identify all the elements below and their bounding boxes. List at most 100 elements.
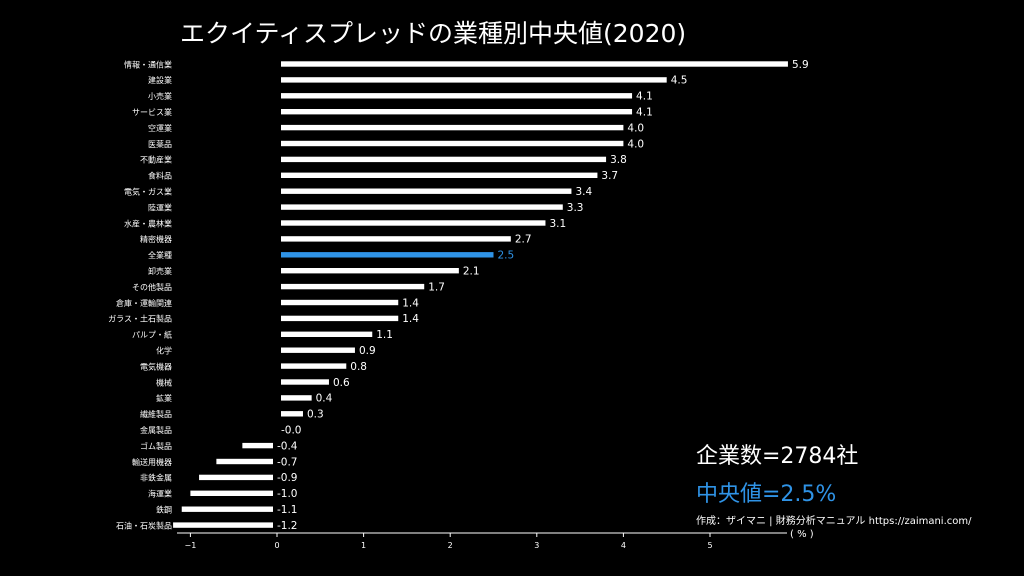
- bar: [281, 252, 494, 258]
- category-label: 機械: [156, 377, 172, 387]
- value-label: 1.7: [428, 281, 445, 293]
- category-label: 医薬品: [148, 139, 172, 149]
- value-label: 3.8: [610, 154, 627, 166]
- bar: [281, 363, 347, 369]
- bar: [281, 77, 667, 83]
- bar: [281, 268, 459, 274]
- bar: [281, 331, 373, 337]
- bar: [281, 395, 312, 401]
- value-label: 2.1: [463, 266, 480, 278]
- category-label: 電気・ガス業: [124, 187, 172, 197]
- category-label: 建設業: [148, 75, 172, 85]
- bar: [281, 315, 399, 322]
- category-label: パルプ・紙: [132, 330, 172, 340]
- bar: [281, 93, 633, 99]
- x-tick-label: −1: [185, 541, 197, 550]
- category-label: 卸売業: [148, 266, 172, 276]
- bar: [181, 506, 273, 512]
- category-label: 非鉄金属: [140, 473, 172, 483]
- bar: [190, 490, 273, 496]
- bar: [281, 220, 546, 226]
- category-label: その他製品: [132, 282, 172, 292]
- bar: [242, 442, 273, 449]
- x-tick-label: 4: [621, 541, 626, 550]
- category-label: 小売業: [148, 91, 172, 101]
- bar: [281, 299, 399, 306]
- value-label: -1.1: [277, 504, 298, 516]
- bar: [281, 156, 607, 163]
- x-tick-label: 1: [361, 541, 366, 550]
- category-label: 金属製品: [140, 425, 172, 435]
- category-label: 精密機器: [140, 234, 172, 244]
- company-count-label: 企業数=2784社: [696, 444, 859, 469]
- value-label: 0.9: [359, 345, 376, 357]
- x-tick-label: 5: [707, 541, 712, 550]
- value-label: 0.8: [350, 361, 367, 373]
- category-label: 鉄鋼: [156, 505, 172, 515]
- bar: [281, 109, 633, 115]
- category-label: 化学: [156, 346, 172, 356]
- x-tick-label: 0: [274, 541, 279, 550]
- value-label: 1.4: [402, 297, 419, 309]
- value-label: -0.4: [277, 440, 298, 452]
- value-label: 4.1: [636, 107, 653, 119]
- value-label: -0.0: [281, 425, 302, 437]
- bar: [281, 283, 425, 290]
- category-label: 海運業: [148, 489, 172, 499]
- category-label: 空運業: [148, 123, 172, 133]
- category-label: 鉱業: [156, 393, 172, 403]
- value-label: 1.1: [376, 329, 393, 341]
- value-label: 2.7: [515, 234, 532, 246]
- value-label: 3.1: [549, 218, 566, 230]
- bar: [281, 188, 572, 194]
- bar: [199, 474, 273, 481]
- category-label: 電気機器: [140, 361, 172, 371]
- category-label: 石油・石炭製品: [116, 520, 172, 530]
- category-label: 水産・農林業: [124, 218, 172, 228]
- value-label: 4.0: [627, 138, 644, 150]
- value-label: -1.0: [277, 488, 298, 500]
- value-label: 4.5: [671, 75, 688, 87]
- median-label: 中央値=2.5%: [696, 482, 837, 507]
- value-label: 0.4: [316, 393, 333, 405]
- value-label: 3.3: [567, 202, 584, 214]
- bar: [281, 236, 511, 242]
- x-tick-label: 3: [534, 541, 539, 550]
- bar: [281, 140, 624, 147]
- category-label: 倉庫・運輸関連: [116, 298, 172, 308]
- category-label: 不動産業: [140, 155, 172, 165]
- x-axis-unit-label: ( % ): [790, 529, 814, 540]
- source-credit: 作成：ザイマニ | 財務分析マニュアル https://zaimani.com/: [696, 516, 972, 527]
- value-label: 4.1: [636, 91, 653, 103]
- bar: [281, 347, 355, 353]
- value-label: 0.3: [307, 409, 324, 421]
- category-label: 輸送用機器: [132, 457, 172, 467]
- category-label: 食料品: [148, 171, 172, 181]
- bar: [281, 61, 788, 67]
- value-label: 0.6: [333, 377, 350, 389]
- category-label: 陸運業: [148, 202, 172, 212]
- value-label: -1.2: [277, 520, 298, 532]
- x-tick-label: 2: [448, 541, 453, 550]
- value-label: -0.9: [277, 472, 298, 484]
- category-label: ゴム製品: [140, 441, 172, 451]
- value-label: 1.4: [402, 313, 419, 325]
- value-label: 3.7: [601, 170, 618, 182]
- value-label: 2.5: [498, 250, 515, 262]
- category-label: 繊維製品: [140, 409, 172, 419]
- category-label: サービス業: [132, 107, 172, 117]
- value-label: 4.0: [627, 122, 644, 134]
- category-label: 全業種: [148, 250, 172, 260]
- bar: [281, 379, 329, 385]
- category-label: ガラス・土石製品: [108, 314, 172, 324]
- bar: [216, 458, 273, 465]
- chart-title: エクイティスプレッドの業種別中央値(2020): [180, 19, 687, 48]
- bar: [281, 124, 624, 131]
- bar: [173, 522, 273, 528]
- bar: [281, 411, 303, 417]
- value-label: 5.9: [792, 59, 809, 71]
- category-label: 情報・通信業: [124, 59, 172, 69]
- value-label: 3.4: [575, 186, 592, 198]
